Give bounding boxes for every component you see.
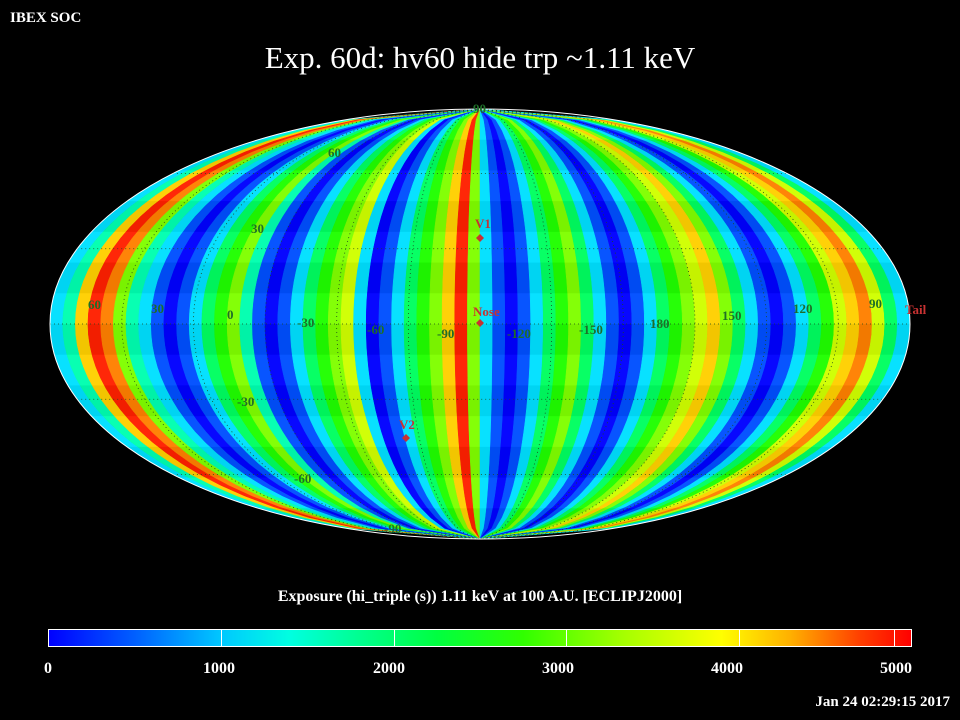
meridian-line bbox=[479, 109, 696, 539]
lat-label: 90 bbox=[473, 101, 486, 116]
marker-v2 bbox=[402, 434, 410, 442]
colorbar-label: 2000 bbox=[373, 660, 405, 677]
colorbar-label: 3000 bbox=[542, 660, 574, 677]
colorbar-tick bbox=[893, 630, 895, 646]
lat-band bbox=[50, 139, 910, 171]
lon-label: 60 bbox=[88, 297, 101, 312]
org-label: IBEX SOC bbox=[10, 10, 82, 26]
lon-label: 90 bbox=[869, 296, 882, 311]
meridian-line bbox=[479, 109, 839, 539]
colorbar-tick bbox=[393, 630, 395, 646]
lat-label: -90 bbox=[384, 521, 401, 536]
lon-label: 180 bbox=[650, 316, 670, 331]
lon-label: -90 bbox=[437, 326, 454, 341]
lon-label: -60 bbox=[367, 322, 384, 337]
graticule bbox=[50, 109, 910, 539]
colorbar-label: 1000 bbox=[203, 660, 235, 677]
lat-band bbox=[50, 508, 910, 539]
timestamp: Jan 24 02:29:15 2017 bbox=[815, 694, 950, 710]
lat-band bbox=[50, 324, 910, 355]
meridian-line bbox=[264, 109, 481, 539]
colorbar-label: 5000 bbox=[880, 660, 912, 677]
lat-label: -60 bbox=[294, 471, 311, 486]
lat-band bbox=[50, 170, 910, 201]
lat-band bbox=[50, 355, 910, 386]
lat-label: 30 bbox=[251, 221, 264, 236]
colorbar bbox=[48, 629, 912, 647]
colorbar-tick bbox=[566, 630, 568, 646]
lon-label: 0 bbox=[227, 307, 234, 322]
exposure-strips bbox=[50, 109, 910, 539]
marker-label-nose: Nose bbox=[473, 304, 500, 319]
meridian-line bbox=[121, 109, 481, 539]
lat-band bbox=[50, 478, 910, 509]
lon-label: -30 bbox=[297, 315, 314, 330]
marker-label-v2: V2 bbox=[399, 417, 415, 432]
lat-band bbox=[50, 262, 910, 294]
colorbar-tick bbox=[738, 630, 740, 646]
colorbar-label: 4000 bbox=[711, 660, 743, 677]
lat-label: 60 bbox=[328, 145, 341, 160]
lon-label: -150 bbox=[579, 322, 603, 337]
lon-label: 120 bbox=[793, 301, 813, 316]
lat-band bbox=[50, 201, 910, 232]
lon-label: -120 bbox=[507, 326, 531, 341]
colorbar-tick bbox=[221, 630, 223, 646]
lat-band bbox=[50, 385, 910, 417]
lon-label: 30 bbox=[151, 301, 164, 316]
map-title: Exp. 60d: hv60 hide trp ~1.11 keV bbox=[264, 40, 696, 75]
lat-label: -30 bbox=[237, 394, 254, 409]
lon-label: 150 bbox=[722, 308, 742, 323]
marker-label-v1: V1 bbox=[475, 216, 491, 231]
lat-band bbox=[50, 446, 910, 478]
lat-band bbox=[50, 416, 910, 447]
map-border bbox=[49, 108, 911, 540]
marker-label-tail: Tail bbox=[905, 302, 927, 317]
colorbar-caption: Exposure (hi_triple (s)) 1.11 keV at 100… bbox=[277, 588, 683, 605]
colorbar-label: 0 bbox=[44, 660, 52, 677]
marker-v1 bbox=[476, 234, 484, 242]
marker-nose bbox=[476, 319, 484, 327]
